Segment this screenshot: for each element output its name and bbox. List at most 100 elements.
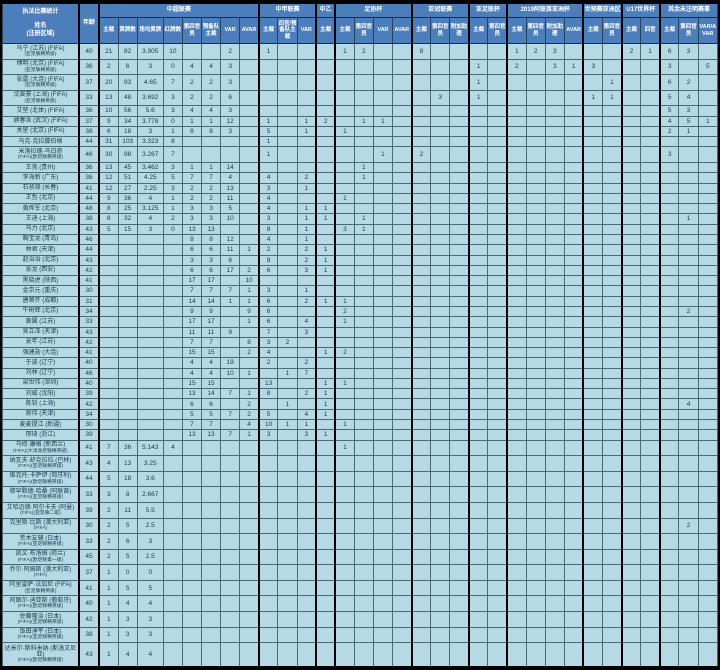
stat-cell [372, 486, 393, 503]
stat-cell [563, 408, 584, 421]
stat-cell [277, 439, 298, 457]
stat-cell [334, 115, 355, 127]
sheet-title: 执法比赛统计 [22, 9, 59, 16]
stat-cell [372, 316, 393, 328]
stat-cell [136, 377, 164, 390]
stat-cell [487, 642, 508, 668]
stat-cell [640, 533, 661, 550]
stat-cell [467, 125, 489, 138]
stat-cell [430, 610, 451, 628]
column-header: 四官/预备队主裁 [277, 17, 298, 44]
stat-cell [678, 486, 699, 503]
stat-cell: 2 [296, 244, 317, 256]
stat-cell [410, 233, 432, 246]
stat-cell: 7 [220, 408, 241, 421]
stat-cell [97, 305, 119, 318]
stat-cell [506, 455, 527, 472]
stat-cell [372, 347, 393, 359]
stat-cell [430, 326, 451, 338]
stat-cell [257, 275, 279, 287]
stat-cell [181, 455, 203, 472]
stat-cell [544, 517, 565, 535]
stat-cell [97, 233, 119, 246]
stat-cell [296, 579, 317, 597]
stat-cell [277, 172, 298, 184]
stat-cell: 2 [201, 74, 222, 91]
referee-name: 荒木友辅 (日本) [19, 535, 62, 542]
stat-cell [97, 316, 119, 328]
stat-cell [449, 254, 470, 266]
stat-cell [391, 564, 413, 581]
stat-cell: 4 [136, 595, 164, 612]
stat-cell [678, 264, 699, 277]
stat-cell [525, 264, 546, 277]
stat-cell [220, 610, 241, 628]
stat-cell [620, 125, 642, 138]
stat-cell [117, 254, 138, 266]
table-row: 王哲 (北京) 44 9 36 4 1 2 2 11 4 1 [2, 192, 718, 205]
stat-cell [391, 610, 413, 628]
stat-cell: 3 [181, 203, 203, 215]
stat-cell: 3 [220, 74, 241, 91]
stat-cell: 8 [97, 213, 119, 225]
stat-cell [430, 316, 451, 328]
table-row: 张龙 (西安) 42 6 6 17 2 6 3 1 [2, 264, 718, 277]
stat-cell [640, 470, 661, 488]
stat-cell: 11 [201, 326, 222, 338]
stat-cell [525, 533, 546, 550]
stat-cell [697, 357, 718, 369]
stat-cell: 3 [162, 105, 183, 117]
stat-cell: 13 [181, 223, 203, 235]
stat-cell [467, 548, 489, 566]
stat-cell [117, 295, 138, 307]
stat-cell [697, 233, 718, 246]
stat-cell [334, 203, 355, 215]
stat-cell [544, 182, 565, 194]
stat-cell [239, 136, 260, 148]
stat-cell [410, 74, 432, 91]
stat-cell [544, 172, 565, 184]
stat-cell [372, 182, 393, 194]
stat-cell [467, 305, 489, 318]
stat-cell: 1 [162, 203, 183, 215]
stat-cell [277, 455, 298, 472]
stat-cell [563, 377, 584, 390]
stat-cell [620, 439, 642, 457]
stat-cell [162, 367, 183, 379]
stat-cell [602, 223, 623, 235]
stat-cell [239, 43, 260, 60]
table-row: 麦麦提江 (新疆) 30 7 7 4 10 1 1 1 [2, 419, 718, 431]
stat-cell [430, 58, 451, 76]
stat-cell [201, 43, 222, 60]
stat-cell [620, 89, 642, 107]
stat-cell: 2 [296, 172, 317, 184]
stat-cell [697, 43, 718, 60]
stat-cell [525, 357, 546, 369]
stat-cell [544, 533, 565, 550]
stat-cell [525, 254, 546, 266]
referee-name: 米洛拉德·马日奇 [18, 149, 63, 156]
stat-cell [372, 367, 393, 379]
stat-cell: 2 [181, 192, 203, 205]
stat-cell: 6 [658, 43, 680, 60]
stat-cell: 3 [201, 203, 222, 215]
stat-cell [391, 115, 413, 127]
table-row: 陈钊 (上海) 42 6 6 2 1 1 4 [2, 398, 718, 410]
age-cell: 41 [77, 439, 100, 457]
stat-cell: 1 [97, 579, 119, 597]
stat-cell [372, 533, 393, 550]
stat-cell [296, 610, 317, 628]
stat-cell: 17 [181, 275, 203, 287]
stat-cell [563, 305, 584, 318]
stat-cell [697, 203, 718, 215]
stat-cell [239, 486, 260, 503]
stat-cell [487, 136, 508, 148]
stat-cell [372, 455, 393, 472]
stat-cell: 45 [117, 162, 138, 174]
stat-cell [239, 564, 260, 581]
stat-cell [544, 398, 565, 410]
stat-cell [162, 455, 183, 472]
stat-cell [449, 89, 470, 107]
stat-cell [467, 316, 489, 328]
stat-cell [353, 316, 374, 328]
